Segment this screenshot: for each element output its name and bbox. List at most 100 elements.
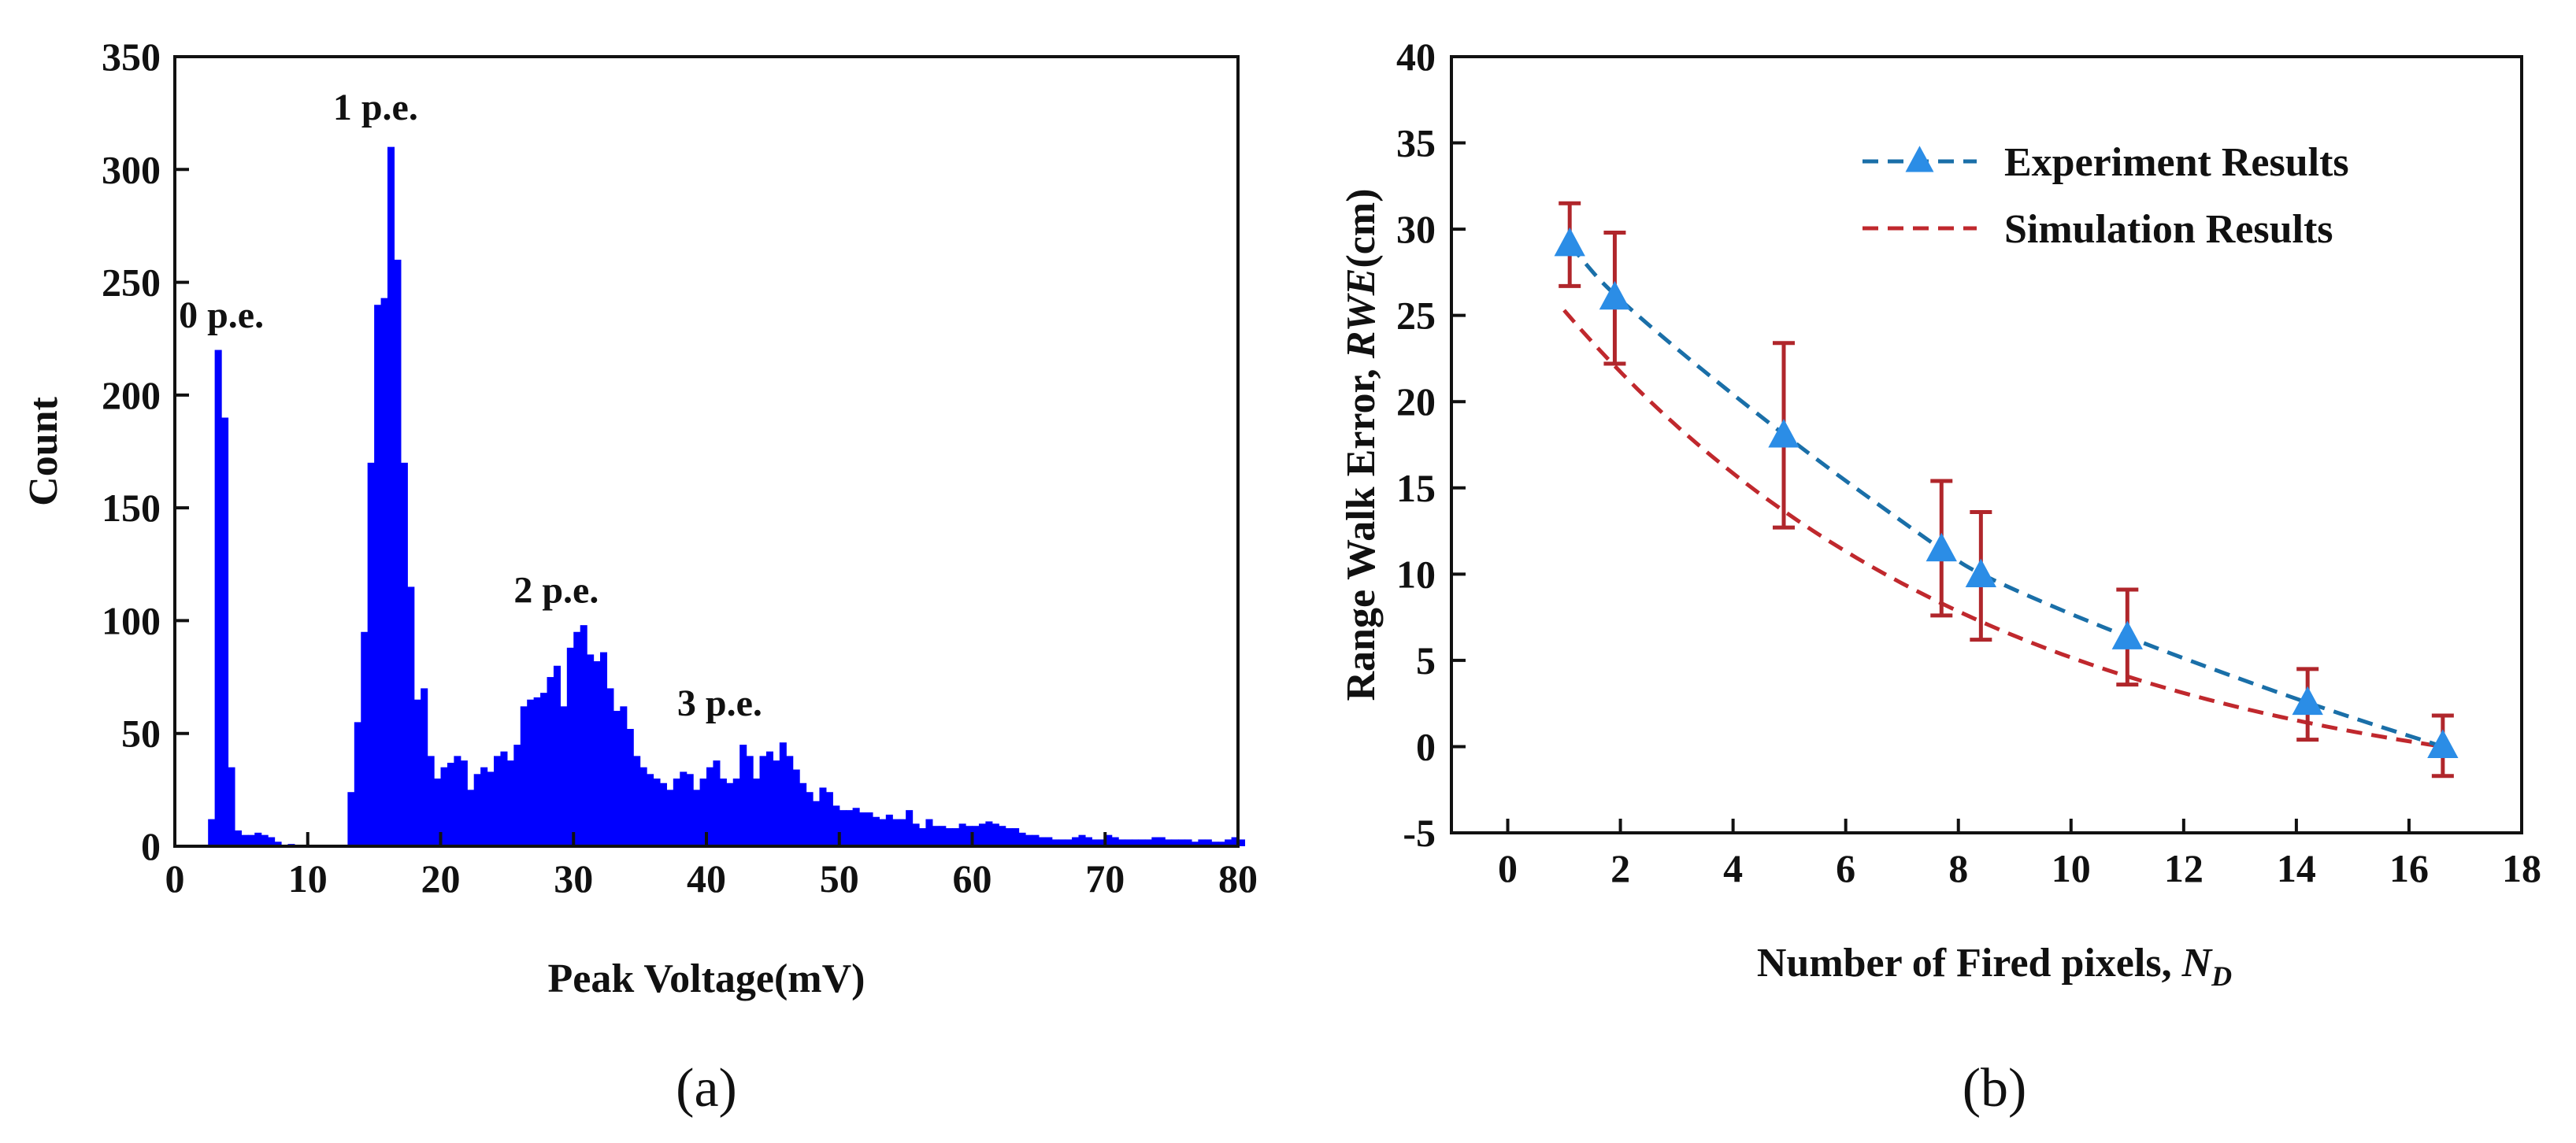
histogram-bar: [473, 774, 481, 846]
histogram-bar: [1158, 837, 1166, 846]
histogram-bar: [560, 706, 568, 846]
histogram-bar: [1125, 839, 1132, 846]
histogram-bar: [1105, 834, 1113, 846]
histogram-bar: [1118, 839, 1126, 846]
peak-label: 0 p.e.: [179, 294, 264, 336]
histogram-bar: [999, 826, 1006, 846]
histogram-bar: [825, 792, 833, 846]
x-tick-label-b: 0: [1498, 846, 1518, 890]
y-axis-title-b-unit: (cm): [1339, 188, 1384, 268]
histogram-bar: [1111, 837, 1119, 846]
histogram-bar: [779, 742, 787, 846]
histogram-bar: [639, 767, 647, 846]
histogram-bar: [440, 767, 448, 846]
histogram-bar: [865, 812, 873, 846]
x-tick-label-a: 70: [1085, 856, 1125, 901]
histogram-bar: [633, 756, 641, 846]
y-tick-label-a: 350: [102, 35, 161, 79]
x-tick-label-a: 40: [687, 856, 726, 901]
histogram-bar: [254, 832, 262, 846]
histogram-bar: [1045, 837, 1053, 846]
histogram-bar: [613, 711, 621, 846]
y-tick-label-b: -5: [1403, 811, 1436, 855]
histogram-bar: [773, 760, 780, 846]
experiment-line: [1568, 243, 2444, 749]
histogram-bar: [1171, 839, 1179, 846]
histogram-bar: [739, 745, 747, 846]
histogram-bar: [932, 826, 940, 846]
histogram-bar: [600, 652, 608, 846]
histogram-bar: [852, 808, 860, 846]
data-point-experiment: [1926, 532, 1957, 562]
x-axis-title-b-subscript: D: [2211, 960, 2232, 992]
histogram-bar: [746, 756, 754, 846]
histogram-bar: [919, 828, 927, 846]
histogram-bar: [713, 760, 721, 846]
histogram-bar: [939, 826, 947, 846]
data-point-experiment: [2292, 686, 2323, 716]
y-tick-label-b: 20: [1396, 379, 1436, 424]
y-tick-label-a: 150: [102, 486, 161, 530]
y-axis-title-b-symbol: RWE: [1339, 268, 1384, 360]
histogram-bar: [1178, 839, 1186, 846]
histogram-bar: [221, 417, 229, 846]
histogram-bar: [706, 767, 714, 846]
histogram-bar: [547, 677, 554, 846]
caption-a: (a): [676, 1058, 737, 1119]
histogram-bar: [460, 760, 468, 846]
series-layer: [1554, 201, 2459, 779]
histogram-bar: [274, 842, 282, 846]
legend-label-experiment: Experiment Results: [2004, 140, 2349, 185]
histogram-bar: [879, 819, 887, 846]
histogram-bar: [626, 728, 634, 846]
histogram-bar: [494, 756, 502, 846]
histogram-bar: [832, 805, 840, 846]
histogram-bar: [467, 790, 475, 846]
histogram-bar: [680, 771, 688, 846]
histogram-bar: [1072, 837, 1080, 846]
x-axis-title-a: Peak Voltage(mV): [548, 956, 865, 1001]
histogram-bar: [533, 697, 541, 846]
data-point-experiment: [1599, 280, 1631, 310]
histogram-bar: [620, 706, 628, 846]
histogram-bar: [573, 631, 581, 846]
histogram-bar: [1191, 842, 1199, 846]
x-tick-label-b: 8: [1948, 846, 1968, 890]
peak-annotations: 0 p.e. 1 p.e. 2 p.e. 3 p.e.: [179, 87, 762, 724]
y-tick-label-a: 50: [121, 712, 161, 756]
histogram-bar: [1012, 828, 1020, 846]
data-point-experiment: [1554, 227, 1585, 257]
histogram-bar: [1218, 842, 1225, 846]
histogram-bar: [1231, 837, 1239, 846]
histogram-bar: [587, 654, 595, 846]
histogram-bar: [945, 828, 953, 846]
y-tick-label-b: 0: [1416, 724, 1436, 768]
histogram-bar: [1025, 834, 1033, 846]
x-tick-label-b: 4: [1723, 846, 1743, 890]
histogram-bar: [813, 801, 821, 846]
x-tick-label-a: 80: [1218, 856, 1258, 901]
histogram-bar: [719, 779, 727, 846]
histogram-bar: [1138, 839, 1146, 846]
histogram-bar: [1204, 839, 1212, 846]
x-tick-label-a: 60: [953, 856, 992, 901]
histogram-bar: [480, 767, 488, 846]
x-tick-label-b: 6: [1836, 846, 1855, 890]
histogram-bar: [859, 812, 867, 846]
histogram-bar: [228, 767, 235, 846]
histogram-bar: [732, 779, 740, 846]
histogram-bar: [912, 823, 920, 846]
y-tick-label-b: 35: [1396, 121, 1436, 165]
peak-label: 3 p.e.: [677, 682, 762, 724]
legend-label-simulation: Simulation Results: [2004, 207, 2333, 252]
legend-marker-experiment: [1905, 146, 1934, 172]
histogram-bar: [1144, 839, 1152, 846]
histogram-bar: [1051, 839, 1059, 846]
histogram-bar: [208, 819, 216, 846]
histogram-bar: [1084, 837, 1092, 846]
histogram-bar: [952, 828, 960, 846]
x-tick-label-a: 0: [165, 856, 185, 901]
x-tick-label-b: 12: [2164, 846, 2203, 890]
peak-label: 2 p.e.: [513, 570, 599, 612]
histogram-bar: [434, 779, 442, 846]
